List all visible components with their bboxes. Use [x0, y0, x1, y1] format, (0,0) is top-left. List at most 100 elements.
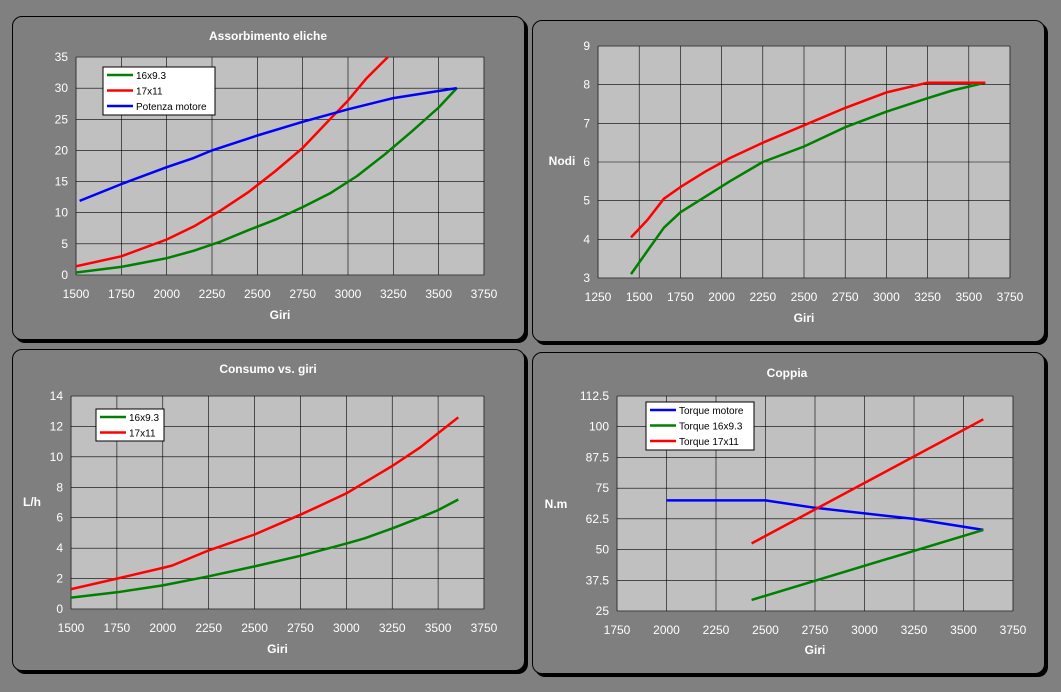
x-tick-label: 1500: [63, 287, 90, 301]
legend-label: 17x11: [129, 429, 156, 440]
x-tick-label: 3750: [471, 621, 498, 635]
x-axis-title: Giri: [267, 642, 288, 656]
series-line-1: [71, 416, 460, 591]
y-tick-label: 4: [583, 232, 590, 246]
x-axis-title: Giri: [805, 643, 826, 657]
series-line-0: [629, 81, 986, 275]
x-tick-label: 2750: [287, 621, 314, 635]
x-tick-label: 2500: [791, 290, 818, 304]
x-tick-label: 2250: [199, 287, 226, 301]
series-line-2: [751, 418, 984, 545]
y-tick-label: 4: [56, 541, 63, 555]
x-tick-label: 3750: [1000, 623, 1027, 637]
y-tick-label: 50: [596, 543, 610, 557]
y-tick-label: 6: [583, 155, 590, 169]
x-tick-label: 3250: [914, 290, 941, 304]
x-tick-label: 3000: [851, 623, 878, 637]
x-tick-label: 2750: [802, 623, 829, 637]
x-tick-label: 1750: [108, 287, 135, 301]
x-tick-label: 1500: [58, 621, 85, 635]
x-tick-label: 2750: [289, 287, 316, 301]
y-tick-label: 6: [56, 511, 63, 525]
x-tick-label: 3750: [471, 287, 498, 301]
chart-2: 1500 1750 2000 2250 2500 2750 3000 3250 3500 3750…: [23, 362, 498, 656]
y-tick-label: 5: [61, 237, 68, 251]
x-tick-label: 2750: [832, 290, 859, 304]
series-line-1: [630, 81, 986, 239]
x-tick-label: 3000: [873, 290, 900, 304]
x-tick-label: 1750: [104, 621, 131, 635]
x-tick-label: 2250: [703, 623, 730, 637]
x-tick-label: 3500: [425, 287, 452, 301]
y-tick-label: 75: [596, 481, 610, 495]
legend-label: 17x11: [136, 87, 163, 98]
y-axis-title: Nodi: [549, 154, 576, 168]
y-tick-label: 0: [61, 268, 68, 282]
series-line-0: [71, 498, 459, 599]
legend-label: 16x9.3: [136, 71, 166, 82]
x-tick-label: 3500: [955, 290, 982, 304]
x-axis-title: Giri: [794, 311, 815, 325]
x-tick-label: 1250: [585, 290, 612, 304]
x-axis-title: Giri: [270, 308, 291, 322]
x-tick-label: 3250: [379, 621, 406, 635]
y-tick-label: 2: [56, 572, 63, 586]
series-line-2: [79, 86, 457, 203]
x-tick-label: 3250: [380, 287, 407, 301]
series-line-0: [76, 87, 458, 274]
x-tick-label: 3250: [901, 623, 928, 637]
y-axis-title: L/h: [23, 495, 41, 509]
x-tick-label: 2250: [749, 290, 776, 304]
chart-title: Assorbimento eliche: [209, 29, 327, 43]
x-tick-label: 3750: [997, 290, 1024, 304]
chart-title: Consumo vs. giri: [219, 362, 316, 376]
chart-3: 1750 2000 2250 2500 2750 3000 3250 3500 3750 25 37…: [545, 366, 1027, 657]
legend-label: Torque 17x11: [679, 437, 739, 448]
y-tick-label: 10: [55, 206, 69, 220]
y-tick-label: 37.5: [586, 573, 610, 587]
x-tick-label: 2000: [149, 621, 176, 635]
series-line-1: [751, 528, 984, 602]
y-tick-label: 15: [55, 175, 69, 189]
x-tick-label: 2000: [708, 290, 735, 304]
y-tick-label: 25: [55, 112, 69, 126]
y-tick-label: 9: [583, 39, 590, 53]
x-tick-label: 3500: [950, 623, 977, 637]
y-tick-label: 7: [583, 116, 590, 130]
y-tick-label: 25: [596, 604, 610, 618]
y-tick-label: 3: [583, 271, 590, 285]
x-tick-label: 3000: [335, 287, 362, 301]
y-tick-label: 30: [55, 81, 69, 95]
y-tick-label: 12: [50, 419, 64, 433]
x-tick-label: 2000: [153, 287, 180, 301]
legend-label: 16x9.3: [129, 413, 159, 424]
x-tick-label: 2250: [195, 621, 222, 635]
legend-label: Potenza motore: [136, 102, 207, 113]
series-line-1: [76, 57, 389, 268]
y-tick-label: 20: [55, 143, 69, 157]
x-tick-label: 1750: [667, 290, 694, 304]
x-tick-label: 3500: [425, 621, 452, 635]
y-tick-label: 8: [56, 480, 63, 494]
x-tick-label: 2500: [244, 287, 271, 301]
y-tick-label: 10: [50, 450, 64, 464]
legend-box: [95, 408, 165, 442]
x-tick-label: 1500: [626, 290, 653, 304]
series-line-0: [666, 499, 984, 532]
y-axis-title: N.m: [545, 497, 568, 511]
x-tick-label: 2500: [752, 623, 779, 637]
y-tick-label: 14: [50, 389, 64, 403]
x-tick-label: 2000: [653, 623, 680, 637]
y-tick-label: 100: [589, 420, 609, 434]
y-tick-label: 8: [583, 78, 590, 92]
y-tick-label: 35: [55, 50, 69, 64]
legend-label: Torque 16x9.3: [679, 422, 743, 433]
chart-title: Coppia: [767, 366, 808, 380]
y-tick-label: 87.5: [586, 450, 610, 464]
x-tick-label: 2500: [241, 621, 268, 635]
y-tick-label: 62.5: [586, 512, 610, 526]
chart-0: 1500 1750 2000 2250 2500 2750 3000 3250 3500 3750…: [55, 29, 498, 322]
legend-label: Torque motore: [679, 406, 744, 417]
x-tick-label: 3000: [333, 621, 360, 635]
